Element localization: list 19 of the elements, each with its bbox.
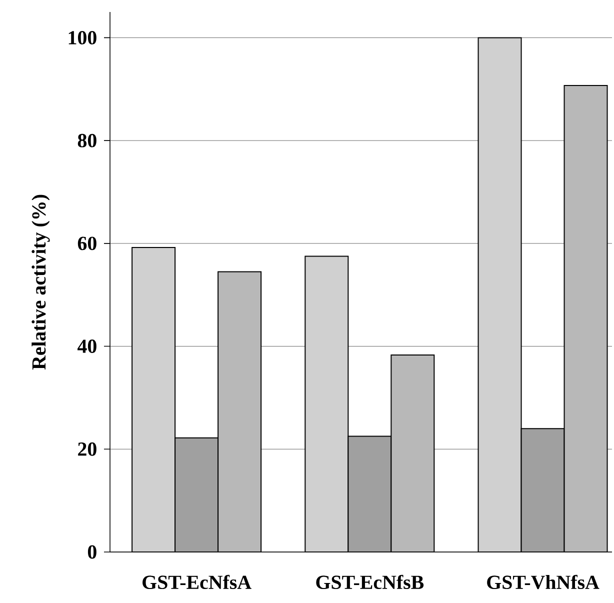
bar — [348, 436, 392, 552]
bar — [390, 354, 435, 552]
y-tick-label: 40 — [78, 340, 96, 353]
x-tick-label: GST-EcNfsB — [316, 574, 424, 590]
x-tick-label: GST-EcNfsA — [142, 574, 252, 590]
bar — [132, 247, 176, 552]
y-tick-label: 80 — [78, 134, 96, 148]
bar — [218, 271, 262, 552]
y-axis-title: Relative activity (%) — [32, 194, 50, 370]
bar — [174, 437, 219, 552]
bar — [520, 428, 565, 552]
y-tick-label: 60 — [78, 236, 96, 250]
y-tick-label: 100 — [68, 30, 96, 44]
bar — [304, 256, 349, 552]
bar — [478, 37, 522, 552]
y-tick-label: 20 — [78, 442, 96, 456]
x-tick-label: GST-VhNfsA — [487, 574, 600, 590]
y-tick-label: 0 — [88, 545, 96, 559]
bar — [564, 85, 608, 552]
